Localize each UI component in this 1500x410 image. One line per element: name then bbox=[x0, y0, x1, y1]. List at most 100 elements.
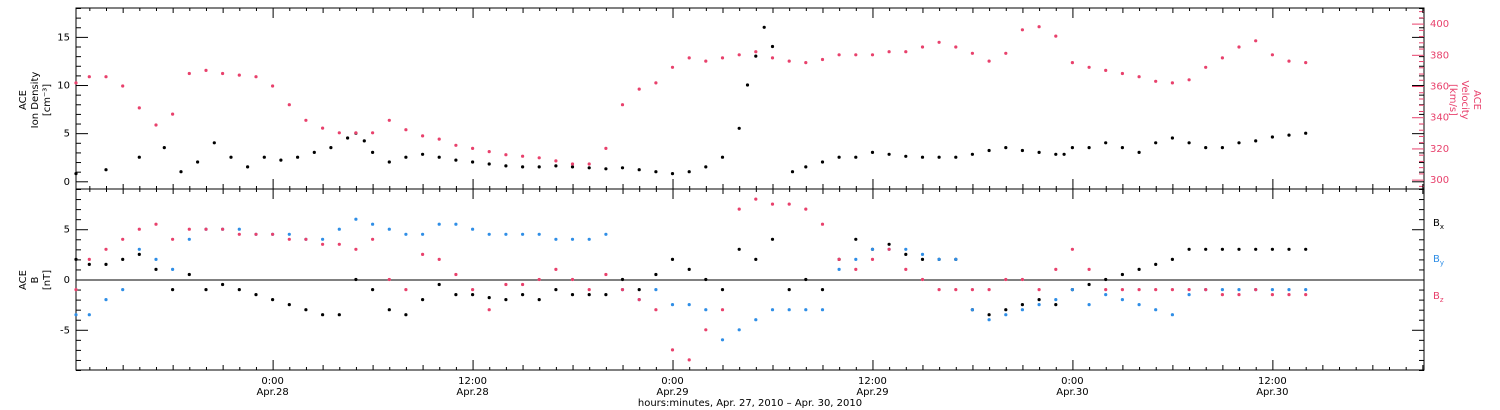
Bx-point bbox=[820, 288, 825, 292]
density-point bbox=[837, 155, 841, 159]
Bx-point bbox=[1020, 303, 1024, 307]
By-point bbox=[121, 288, 125, 292]
Bz-point bbox=[187, 227, 191, 231]
By-point bbox=[704, 308, 708, 312]
Bz-point bbox=[321, 242, 325, 246]
Bx-point bbox=[421, 298, 425, 302]
legend-by-name: B bbox=[1433, 254, 1440, 265]
By-point bbox=[521, 232, 525, 236]
By-point bbox=[337, 227, 341, 231]
By-point bbox=[1270, 288, 1274, 292]
y-tick-label: 0 bbox=[64, 177, 70, 188]
velocity-point bbox=[1254, 39, 1258, 43]
Bx-point bbox=[237, 288, 241, 292]
density-point bbox=[262, 155, 266, 159]
density-point bbox=[404, 155, 408, 159]
By-point bbox=[1287, 288, 1291, 292]
Bx-point bbox=[687, 267, 691, 271]
density-point bbox=[754, 54, 758, 58]
density-point bbox=[1254, 139, 1258, 143]
density-point bbox=[870, 150, 875, 154]
density-point bbox=[1020, 148, 1024, 153]
velocity-point bbox=[620, 103, 625, 107]
velocity-point bbox=[1187, 78, 1191, 82]
velocity-point bbox=[987, 59, 991, 63]
Bz-point bbox=[1037, 288, 1041, 292]
By-point bbox=[504, 232, 508, 236]
By-point bbox=[371, 222, 375, 226]
Bz-point bbox=[1137, 288, 1141, 292]
velocity-point bbox=[1137, 75, 1141, 79]
velocity-point bbox=[854, 53, 858, 57]
By-point bbox=[74, 313, 78, 317]
bottom-panel-points bbox=[74, 197, 1308, 362]
velocity-point bbox=[870, 53, 875, 57]
density-point bbox=[1087, 146, 1091, 150]
Bz-point bbox=[1120, 288, 1124, 292]
velocity-point bbox=[704, 59, 708, 63]
density-point bbox=[362, 139, 366, 143]
Bx-point bbox=[287, 303, 291, 307]
y-tick-label: -5 bbox=[60, 325, 70, 336]
density-point bbox=[1120, 146, 1124, 150]
density-point bbox=[1154, 141, 1158, 145]
velocity-point bbox=[504, 153, 508, 157]
density-point bbox=[762, 25, 766, 29]
velocity-point bbox=[970, 51, 975, 55]
By-point bbox=[87, 313, 91, 317]
By-point bbox=[354, 217, 358, 221]
By-point bbox=[171, 267, 175, 271]
Bz-point bbox=[970, 288, 975, 292]
density-point bbox=[179, 170, 183, 174]
density-point bbox=[1054, 152, 1058, 156]
x-tick-label-date: Apr.30 bbox=[1256, 387, 1288, 398]
By-point bbox=[954, 257, 958, 261]
Bx-point bbox=[187, 272, 191, 277]
density-point bbox=[1070, 146, 1074, 150]
Bx-point bbox=[354, 277, 358, 282]
Bz-point bbox=[521, 282, 525, 287]
Bx-point bbox=[87, 262, 91, 266]
legend-bx-name: B bbox=[1433, 218, 1440, 229]
velocity-point bbox=[837, 53, 841, 57]
By-point bbox=[421, 232, 425, 236]
Bx-point bbox=[337, 313, 341, 317]
Bx-point bbox=[704, 277, 708, 282]
density-point bbox=[437, 155, 441, 159]
velocity-point bbox=[1220, 56, 1224, 60]
density-point bbox=[745, 83, 750, 87]
Bz-point bbox=[887, 247, 891, 251]
velocity-point bbox=[737, 53, 741, 57]
Bz-point bbox=[337, 242, 341, 246]
velocity-point bbox=[104, 75, 108, 79]
x-tick-label-time: 0:00 bbox=[1061, 376, 1083, 387]
density-point bbox=[487, 162, 491, 166]
density-point bbox=[670, 172, 675, 176]
density-axis-label-3: [cm⁻³] bbox=[42, 84, 53, 116]
Bx-point bbox=[1304, 247, 1308, 251]
Bz-point bbox=[554, 267, 558, 271]
density-point bbox=[820, 160, 825, 164]
velocity-point bbox=[804, 61, 808, 65]
By-point bbox=[754, 318, 758, 322]
density-point bbox=[604, 167, 608, 171]
Bz-point bbox=[537, 277, 541, 282]
By-point bbox=[1304, 288, 1308, 292]
By-point bbox=[1070, 288, 1074, 292]
velocity-point bbox=[421, 134, 425, 138]
velocity-point bbox=[720, 56, 725, 60]
velocity-point bbox=[920, 45, 925, 49]
By-point bbox=[187, 237, 191, 241]
By-point bbox=[1170, 313, 1174, 317]
y-tick-label: 10 bbox=[57, 81, 70, 92]
legend-bz-sub: z bbox=[1440, 296, 1444, 304]
density-point bbox=[1137, 150, 1141, 154]
Bz-point bbox=[1087, 267, 1091, 271]
density-point bbox=[1004, 146, 1008, 150]
By-point bbox=[987, 318, 991, 322]
legend: Bx By Bz bbox=[1433, 218, 1444, 304]
Bz-point bbox=[371, 237, 375, 241]
velocity-axis-label-2: Velocity bbox=[1459, 80, 1470, 119]
velocity-point bbox=[354, 131, 358, 135]
density-point bbox=[804, 165, 808, 169]
